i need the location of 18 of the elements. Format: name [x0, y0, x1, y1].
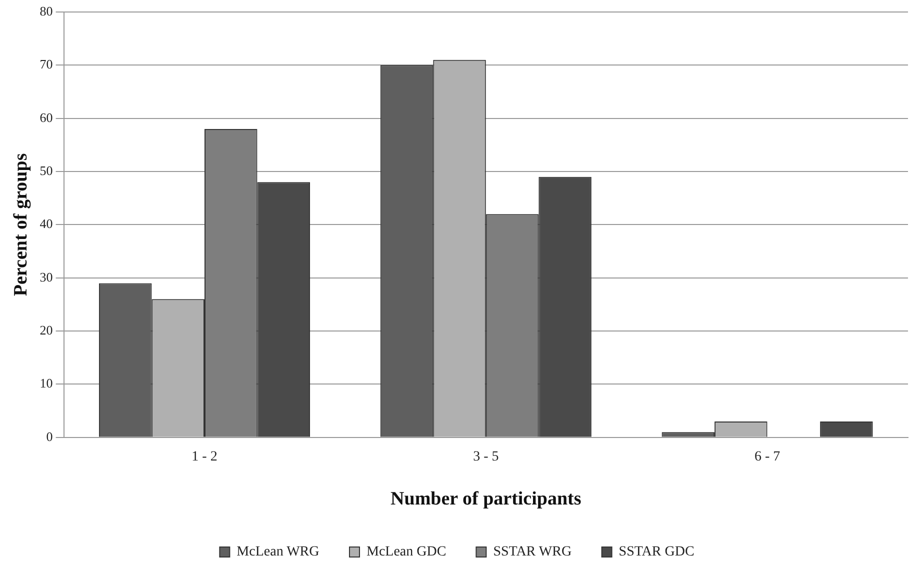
y-tick-label: 80 [40, 3, 53, 18]
x-tick-label: 6 - 7 [754, 449, 780, 464]
x-tick-label: 3 - 5 [473, 449, 499, 464]
y-tick-label: 0 [46, 428, 53, 444]
legend-label: SSTAR GDC [618, 544, 694, 560]
legend-label: McLean GDC [366, 544, 446, 560]
y-axis-title: Percent of groups [10, 153, 32, 296]
legend-label: McLean WRG [236, 544, 320, 560]
y-tick-label: 20 [40, 322, 53, 338]
y-tick-label: 60 [40, 110, 53, 125]
legend-label: SSTAR WRG [493, 544, 572, 560]
y-tick-label: 10 [40, 376, 53, 391]
y-tick-label: 40 [40, 216, 53, 232]
y-tick-label: 70 [40, 56, 53, 72]
y-tick-label: 30 [40, 269, 53, 284]
y-tick-label: 50 [40, 162, 53, 178]
x-axis-title: Number of participants [390, 488, 582, 510]
x-tick-label: 1 - 2 [192, 449, 218, 464]
